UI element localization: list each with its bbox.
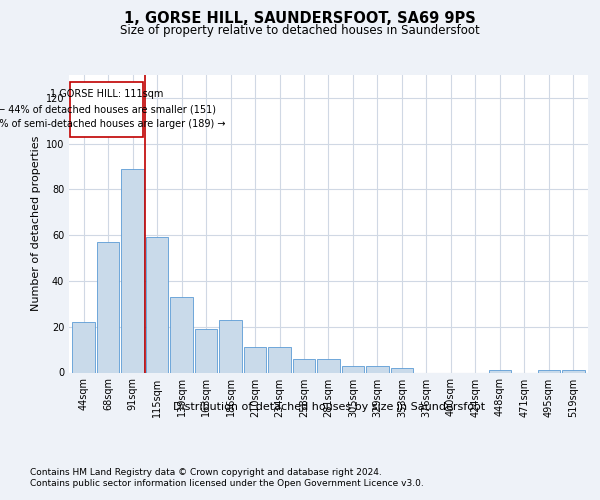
Bar (342, 366, 364, 372)
Bar (562, 370, 584, 372)
Bar (317, 359, 340, 372)
Bar (244, 348, 266, 372)
Bar (146, 238, 169, 372)
Bar (97, 242, 119, 372)
Bar (391, 368, 413, 372)
FancyBboxPatch shape (70, 82, 143, 137)
Bar (268, 348, 291, 372)
Bar (121, 169, 144, 372)
Text: ← 44% of detached houses are smaller (151): ← 44% of detached houses are smaller (15… (0, 104, 216, 115)
Text: Contains public sector information licensed under the Open Government Licence v3: Contains public sector information licen… (30, 480, 424, 488)
Bar (195, 329, 217, 372)
Bar (366, 366, 389, 372)
Bar (170, 297, 193, 372)
Text: Size of property relative to detached houses in Saundersfoot: Size of property relative to detached ho… (120, 24, 480, 37)
Bar (538, 370, 560, 372)
Bar (293, 359, 315, 372)
Text: 56% of semi-detached houses are larger (189) →: 56% of semi-detached houses are larger (… (0, 120, 226, 130)
Text: Distribution of detached houses by size in Saundersfoot: Distribution of detached houses by size … (173, 402, 485, 412)
Bar (220, 320, 242, 372)
Bar (488, 370, 511, 372)
Y-axis label: Number of detached properties: Number of detached properties (31, 136, 41, 312)
Bar (73, 322, 95, 372)
Text: 1, GORSE HILL, SAUNDERSFOOT, SA69 9PS: 1, GORSE HILL, SAUNDERSFOOT, SA69 9PS (124, 11, 476, 26)
Text: 1 GORSE HILL: 111sqm: 1 GORSE HILL: 111sqm (50, 89, 163, 99)
Text: Contains HM Land Registry data © Crown copyright and database right 2024.: Contains HM Land Registry data © Crown c… (30, 468, 382, 477)
